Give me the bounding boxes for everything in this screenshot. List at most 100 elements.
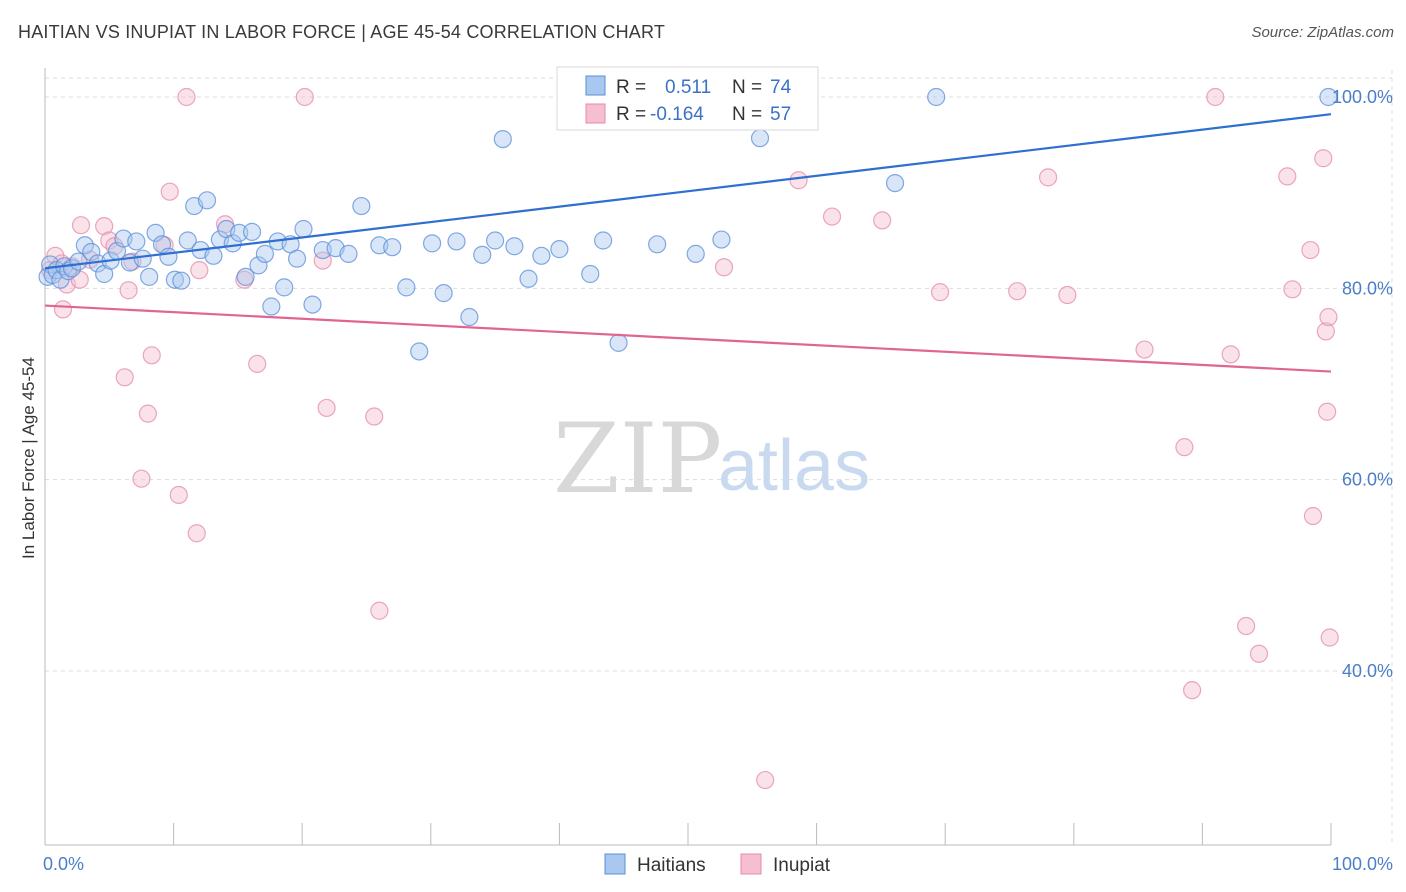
- haitians-point-66: [609, 333, 628, 352]
- inupiat-point-23: [190, 261, 209, 280]
- haitians-point-52: [410, 342, 429, 361]
- legend-inupiat-label: Inupiat: [773, 855, 831, 876]
- inupiat-trend-line: [44, 304, 1332, 373]
- inupiat-point-22: [187, 524, 206, 543]
- haitians-point-63: [550, 240, 569, 259]
- inupiat-point-13: [119, 281, 138, 300]
- haitians-r-value: 0.511: [665, 77, 711, 98]
- inupiat-point-44: [1206, 87, 1225, 107]
- y-tick-label-80: 80.0%: [1342, 278, 1393, 298]
- haitians-point-51: [397, 278, 416, 297]
- watermark-zip: ZIP: [553, 403, 722, 515]
- inupiat-point-21: [177, 87, 196, 107]
- haitians-trend-line: [44, 113, 1332, 270]
- haitians-point-69: [712, 230, 731, 249]
- series-legend: Haitians Inupiat: [604, 853, 831, 876]
- x-tick-label-0: 0.0%: [43, 854, 84, 874]
- haitians-point-70: [750, 129, 770, 148]
- haitians-swatch: [585, 75, 606, 96]
- haitians-point-10: [82, 242, 101, 262]
- trend-lines: [44, 113, 1332, 373]
- watermark: ZIP atlas: [553, 403, 870, 515]
- haitians-point-68: [686, 244, 705, 263]
- haitians-n-label: N =: [732, 77, 762, 98]
- x-tick-labels: 0.0% 100.0%: [43, 854, 1393, 874]
- inupiat-point-53: [1316, 322, 1335, 341]
- legend-haitians-swatch: [604, 853, 626, 875]
- haitians-point-18: [133, 249, 152, 268]
- y-tick-label-100: 100.0%: [1332, 87, 1393, 107]
- inupiat-point-54: [1318, 402, 1337, 421]
- haitians-point-23: [165, 270, 184, 289]
- haitians-point-28: [197, 191, 217, 210]
- y-axis-title: In Labor Force | Age 45-54: [19, 357, 38, 559]
- stats-legend: R = 0.511 N = 74 R = -0.164 N = 57: [556, 66, 819, 131]
- inupiat-point-26: [248, 354, 267, 374]
- haitians-point-19: [140, 267, 159, 286]
- inupiat-point-3: [53, 300, 73, 319]
- legend-haitians-label: Haitians: [637, 855, 706, 876]
- inupiat-point-30: [365, 407, 384, 426]
- y-tick-labels: 40.0% 60.0% 80.0% 100.0%: [1332, 87, 1393, 681]
- inupiat-point-31: [370, 601, 389, 620]
- inupiat-point-27: [295, 87, 314, 107]
- haitians-point-71: [885, 174, 905, 193]
- inupiat-point-48: [1278, 167, 1297, 186]
- haitians-point-55: [447, 232, 466, 251]
- inupiat-point-37: [930, 283, 950, 302]
- haitians-n-value: 74: [770, 77, 792, 98]
- haitians-point-34: [236, 267, 255, 286]
- haitians-point-33: [230, 223, 249, 242]
- haitians-point-36: [249, 256, 268, 275]
- haitians-point-62: [532, 246, 551, 265]
- inupiat-point-15: [132, 469, 151, 488]
- inupiat-point-47: [1249, 644, 1269, 663]
- haitians-point-44: [303, 295, 322, 314]
- inupiat-point-7: [71, 216, 91, 235]
- inupiat-r-label: R =: [616, 104, 646, 125]
- haitians-point-32: [223, 234, 242, 253]
- haitians-point-48: [352, 196, 371, 216]
- gridlines: [45, 70, 1393, 845]
- source-label: Source: ZipAtlas.com: [1251, 24, 1394, 41]
- haitians-point-65: [594, 231, 613, 250]
- inupiat-point-33: [756, 770, 775, 790]
- haitians-point-56: [460, 307, 479, 327]
- inupiat-point-17: [142, 346, 161, 365]
- inupiat-point-43: [1183, 681, 1202, 700]
- haitians-point-72: [927, 87, 946, 107]
- haitians-point-35: [242, 222, 262, 241]
- inupiat-point-29: [317, 398, 336, 418]
- haitians-point-60: [505, 237, 524, 256]
- haitians-point-47: [339, 244, 358, 263]
- inupiat-point-28: [313, 251, 332, 270]
- haitians-points: [38, 87, 1338, 361]
- inupiat-point-9: [95, 217, 114, 236]
- inupiat-point-41: [1135, 340, 1154, 359]
- haitians-point-50: [383, 238, 402, 257]
- inupiat-point-12: [115, 368, 134, 387]
- haitians-point-73: [1319, 87, 1338, 107]
- inupiat-point-50: [1301, 240, 1320, 260]
- inupiat-point-51: [1303, 506, 1323, 526]
- haitians-point-25: [178, 231, 197, 250]
- haitians-point-59: [493, 129, 512, 149]
- axes: [44, 68, 1332, 846]
- inupiat-point-32: [714, 258, 734, 277]
- haitians-point-24: [172, 271, 191, 290]
- inupiat-point-38: [1008, 282, 1027, 301]
- y-tick-label-60: 60.0%: [1342, 470, 1393, 490]
- haitians-point-17: [127, 232, 146, 251]
- inupiat-point-46: [1237, 616, 1256, 636]
- haitians-point-40: [275, 278, 294, 297]
- chart-title: HAITIAN VS INUPIAT IN LABOR FORCE | AGE …: [18, 22, 666, 42]
- haitians-point-37: [255, 244, 275, 263]
- inupiat-point-35: [822, 207, 842, 226]
- haitians-point-58: [486, 231, 505, 250]
- inupiat-point-49: [1283, 280, 1302, 299]
- haitians-point-38: [262, 297, 281, 316]
- inupiat-point-34: [789, 171, 808, 190]
- inupiat-point-20: [169, 485, 188, 505]
- inupiat-point-56: [1320, 628, 1339, 647]
